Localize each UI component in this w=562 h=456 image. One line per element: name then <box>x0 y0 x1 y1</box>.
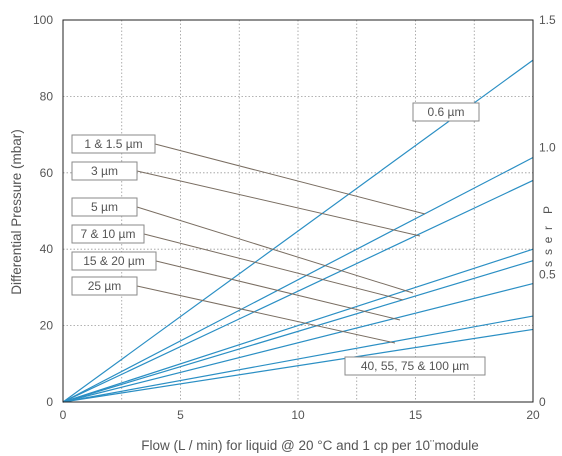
y2-partial-glyph: P <box>541 206 555 214</box>
callout-label: 40, 55, 75 & 100 µm <box>361 359 469 373</box>
series-line-3 <box>62 248 534 403</box>
y2-tick-label: 1.5 <box>539 13 556 27</box>
callout-label: 0.6 µm <box>428 105 465 119</box>
x-tick-label: 10 <box>291 408 305 422</box>
y-tick-label: 100 <box>33 13 53 27</box>
x-tick-labels: 0 5 10 15 20 <box>60 408 540 422</box>
y-tick-labels: 0 20 40 60 80 100 <box>33 13 53 409</box>
y-tick-label: 0 <box>46 395 53 409</box>
y2-partial-glyph: s <box>541 249 555 255</box>
callout-box <box>71 134 156 154</box>
leader-line <box>154 143 426 215</box>
callout-leaders <box>136 143 426 344</box>
leader-line <box>136 285 396 344</box>
callout-label: 15 & 20 µm <box>83 254 145 268</box>
series-line-7 <box>62 328 534 403</box>
callout-box <box>71 197 138 217</box>
leader-line <box>136 206 414 294</box>
callout-labels: 0.6 µm 1 & 1.5 µm 3 µm 5 µm 7 & 10 µm 15 & 20… <box>71 102 486 376</box>
callout-box <box>71 224 145 244</box>
y2-partial-label: Press <box>541 206 555 267</box>
y-tick-label: 60 <box>40 166 54 180</box>
y2-tick-label: 0.5 <box>539 268 556 282</box>
y2-tick-label: 0 <box>539 395 546 409</box>
x-tick-label: 0 <box>60 408 67 422</box>
series-lines <box>62 59 534 403</box>
series-line-4 <box>62 260 534 403</box>
leader-line <box>155 260 401 321</box>
y2-partial-glyph: r <box>541 226 555 230</box>
y2-tick-label: 1.0 <box>539 140 556 154</box>
x-tick-label: 15 <box>409 408 423 422</box>
y-tick-label: 80 <box>40 89 54 103</box>
callout-label: 25 µm <box>88 279 122 293</box>
series-line-1 <box>62 156 534 403</box>
x-tick-label: 5 <box>177 408 184 422</box>
y-axis-label: Differential Pressure (mbar) <box>9 129 24 295</box>
plot-frame <box>62 19 534 403</box>
grid <box>63 20 533 402</box>
y2-tick-labels: 0 0.5 1.0 1.5 <box>539 13 556 409</box>
y-tick-label: 20 <box>40 319 54 333</box>
callout-label: 5 µm <box>91 200 118 214</box>
y2-partial-glyph: s <box>541 261 555 267</box>
x-axis-label: Flow (L / min) for liquid @ 20 °C and 1 … <box>141 438 479 453</box>
y-tick-label: 40 <box>40 242 54 256</box>
y2-partial-glyph: e <box>541 236 555 243</box>
callout-box <box>71 276 138 296</box>
callout-box <box>412 102 480 122</box>
callout-box <box>344 356 486 376</box>
callout-label: 1 & 1.5 µm <box>84 137 142 151</box>
callout-label: 3 µm <box>91 164 118 178</box>
callout-box <box>71 251 157 271</box>
leader-line <box>136 170 421 237</box>
callout-box <box>71 161 138 181</box>
leader-line <box>143 233 404 301</box>
x-tick-label: 20 <box>526 408 540 422</box>
series-line-6 <box>62 315 534 403</box>
callout-label: 7 & 10 µm <box>81 227 136 241</box>
series-line-2 <box>62 179 534 403</box>
series-line-5 <box>62 282 534 403</box>
